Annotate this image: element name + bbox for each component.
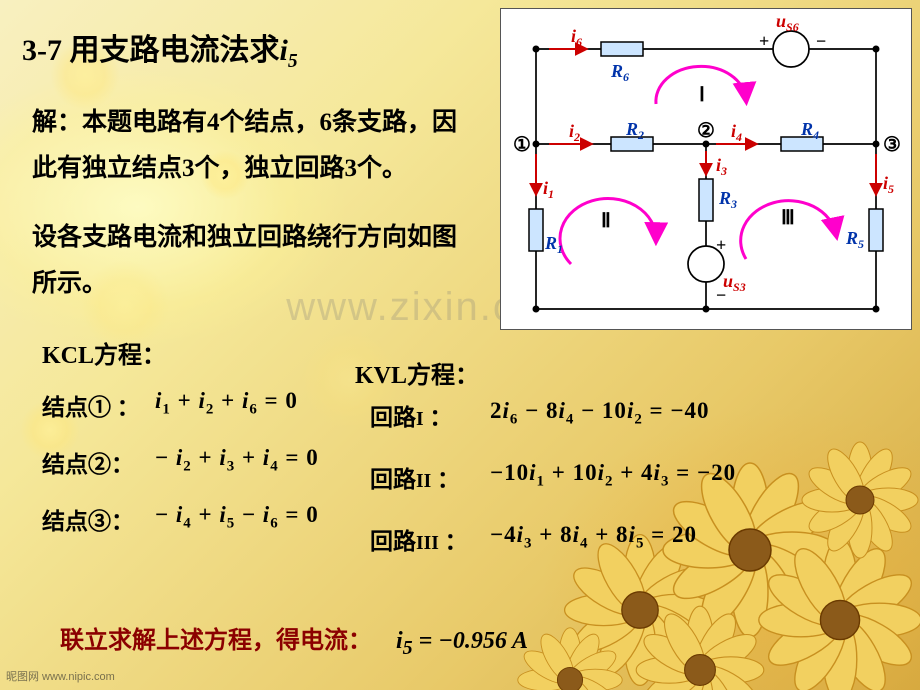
svg-text:R2: R2 — [625, 119, 644, 142]
kcl-eq-2: − i2 + i3 + i4 = 0 — [155, 445, 319, 476]
circuit-diagram: i6 i2 i4 i3 i1 i5 R6 R2 R4 R1 R3 R5 uS6 … — [500, 8, 912, 330]
conclusion: 联立求解上述方程，得电流： i5 = −0.956 A — [60, 620, 528, 660]
svg-text:R5: R5 — [845, 228, 864, 251]
svg-text:Ⅲ: Ⅲ — [781, 207, 795, 229]
kcl-label-3: 结点③： — [42, 502, 134, 536]
kcl-eq-1: i1 + i2 + i6 = 0 — [155, 388, 298, 419]
kvl-label-3: 回路III ： — [370, 522, 468, 556]
svg-text:i4: i4 — [731, 121, 742, 144]
svg-text:Ⅱ: Ⅱ — [601, 210, 611, 232]
svg-text:i2: i2 — [569, 121, 580, 144]
kvl-label-1: 回路I ： — [370, 398, 452, 432]
svg-text:+: + — [759, 31, 769, 51]
paragraph-1: 解：本题电路有4个结点，6条支路，因此有独立结点3个，独立回路3个。 — [32, 100, 472, 193]
svg-text:i5: i5 — [883, 173, 894, 196]
credit: 昵图网 www.nipic.com — [6, 668, 115, 684]
svg-text:R6: R6 — [610, 61, 629, 84]
svg-text:R4: R4 — [800, 119, 819, 142]
svg-text:uS6: uS6 — [776, 11, 799, 34]
kvl-eq-2: −10i1 + 10i2 + 4i3 = −20 — [490, 460, 736, 491]
svg-text:i6: i6 — [571, 26, 582, 49]
svg-text:−: − — [716, 285, 726, 305]
kvl-heading: KVL方程： — [355, 355, 479, 390]
svg-text:i3: i3 — [716, 155, 727, 178]
page-title: 3-7 用支路电流法求i5 — [22, 25, 298, 73]
svg-text:Ⅰ: Ⅰ — [699, 84, 705, 106]
svg-text:uS3: uS3 — [723, 271, 746, 294]
svg-text:R3: R3 — [718, 188, 737, 211]
svg-text:③: ③ — [883, 134, 901, 156]
svg-text:②: ② — [697, 120, 715, 142]
kvl-label-2: 回路II ： — [370, 460, 460, 494]
kvl-eq-3: −4i3 + 8i4 + 8i5 = 20 — [490, 522, 697, 553]
paragraph-2: 设各支路电流和独立回路绕行方向如图所示。 — [32, 215, 472, 308]
result: i5 = −0.956 A — [396, 628, 528, 654]
kcl-label-2: 结点②： — [42, 445, 134, 479]
svg-text:i1: i1 — [543, 178, 554, 201]
svg-text:①: ① — [513, 134, 531, 156]
kcl-label-1: 结点① ： — [42, 388, 140, 422]
conclusion-text: 联立求解上述方程，得电流： — [60, 628, 372, 654]
title-text: 3-7 用支路电流法求 — [22, 34, 280, 67]
kvl-eq-1: 2i6 − 8i4 − 10i2 = −40 — [490, 398, 710, 429]
kcl-heading: KCL方程： — [42, 335, 166, 370]
kcl-eq-3: − i4 + i5 − i6 = 0 — [155, 502, 319, 533]
svg-text:−: − — [816, 31, 826, 51]
svg-text:+: + — [716, 235, 726, 255]
